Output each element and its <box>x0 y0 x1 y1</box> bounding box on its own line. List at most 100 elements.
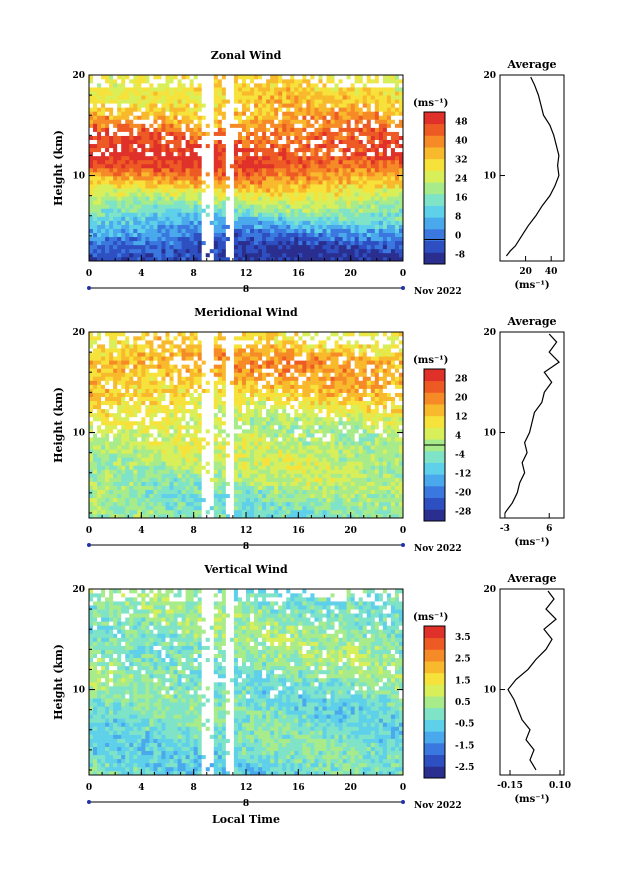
heatmap-cell <box>181 336 186 341</box>
heatmap-cell <box>181 364 186 369</box>
heatmap-cell <box>145 332 150 337</box>
heatmap-cell <box>350 131 355 136</box>
heatmap-cell <box>149 155 154 161</box>
heatmap-cell <box>330 192 335 197</box>
heatmap-cell <box>270 252 275 258</box>
heatmap-cell <box>133 465 138 470</box>
heatmap-cell <box>153 163 158 169</box>
heatmap-cell <box>350 159 355 165</box>
heatmap-cell <box>157 220 162 225</box>
heatmap-cell <box>318 184 323 189</box>
heatmap-cell <box>306 244 311 250</box>
heatmap-cell <box>290 200 295 205</box>
heatmap-cell <box>105 497 110 503</box>
heatmap-cell <box>145 75 150 80</box>
heatmap-cell <box>342 232 347 238</box>
heatmap-cell <box>101 392 106 397</box>
heatmap-cell <box>294 87 299 92</box>
heatmap-cell <box>113 336 118 341</box>
heatmap-cell <box>237 139 243 145</box>
heatmap-cell <box>225 220 231 225</box>
heatmap-cell <box>374 163 380 169</box>
heatmap-cell <box>105 364 110 369</box>
heatmap-cell <box>105 356 110 361</box>
heatmap-cell <box>254 135 259 140</box>
heatmap-cell <box>157 473 162 478</box>
heatmap-cell <box>165 87 170 92</box>
heatmap-cell <box>270 212 275 217</box>
heatmap-cell <box>346 83 351 88</box>
heatmap-cell <box>93 445 98 450</box>
heatmap-cell <box>398 99 404 104</box>
heatmap-cell <box>89 131 94 136</box>
heatmap-cell <box>97 236 102 242</box>
heatmap-cell <box>169 172 174 177</box>
heatmap-cell <box>378 168 384 173</box>
heatmap-cell <box>157 360 162 365</box>
heatmap-cell <box>177 388 182 393</box>
heatmap-cell <box>157 180 162 185</box>
heatmap-cell <box>181 332 186 337</box>
heatmap-cell <box>282 196 287 201</box>
heatmap-cell <box>141 155 146 161</box>
heatmap-cell <box>354 119 360 124</box>
heatmap-cell <box>129 352 134 357</box>
heatmap-cell <box>354 147 360 153</box>
heatmap-cell <box>370 244 376 250</box>
heatmap-cell <box>258 252 263 258</box>
heatmap-cell <box>225 228 231 233</box>
heatmap-cell <box>89 332 94 337</box>
heatmap-cell <box>169 252 174 258</box>
heatmap-cell <box>93 111 98 116</box>
heatmap-cell <box>318 236 323 242</box>
heatmap-cell <box>169 445 174 450</box>
heatmap-cell <box>181 176 186 181</box>
heatmap-cell <box>181 143 186 149</box>
heatmap-cell <box>374 111 380 116</box>
heatmap-cell <box>133 493 138 499</box>
heatmap-cell <box>173 352 178 357</box>
heatmap-cell <box>185 445 190 450</box>
heatmap-cell <box>145 188 150 193</box>
heatmap-cell <box>137 469 142 474</box>
heatmap-cell <box>153 256 158 262</box>
heatmap-cell <box>125 83 130 88</box>
heatmap-cell <box>346 79 351 84</box>
heatmap-cell <box>394 99 400 104</box>
heatmap-cell <box>97 151 102 157</box>
y-axis-label: Height (km) <box>52 130 65 206</box>
heatmap-cell <box>274 228 279 233</box>
heatmap-cell <box>89 172 94 177</box>
heatmap-cell <box>169 453 174 458</box>
heatmap-cell <box>382 188 388 193</box>
heatmap-cell <box>109 332 114 337</box>
heatmap-cell <box>129 368 134 373</box>
heatmap-cell <box>101 127 106 132</box>
heatmap-cell <box>366 151 372 157</box>
heatmap-cell <box>153 147 158 153</box>
heatmap-cell <box>157 252 162 258</box>
heatmap-cell <box>89 348 94 353</box>
heatmap-cell <box>322 192 327 197</box>
heatmap-cell <box>390 212 396 217</box>
heatmap-cell <box>346 147 351 153</box>
heatmap-cell <box>101 453 106 458</box>
heatmap-cell <box>241 143 247 149</box>
heatmap-cell <box>266 131 271 136</box>
heatmap-cell <box>141 244 146 250</box>
heatmap-cell <box>121 188 126 193</box>
heatmap-cell <box>177 344 182 349</box>
heatmap-cell <box>250 139 255 145</box>
heatmap-cell <box>225 232 231 238</box>
heatmap-cell <box>254 228 259 233</box>
heatmap-cell <box>386 228 392 233</box>
heatmap-cell <box>145 172 150 177</box>
heatmap-cell <box>89 461 94 466</box>
heatmap-cell <box>290 151 295 157</box>
heatmap-cell <box>318 155 323 161</box>
heatmap-cell <box>165 147 170 153</box>
heatmap-cell <box>169 465 174 470</box>
heatmap-cell <box>213 91 219 96</box>
heatmap-cell <box>201 240 207 246</box>
heatmap-cell <box>89 176 94 181</box>
